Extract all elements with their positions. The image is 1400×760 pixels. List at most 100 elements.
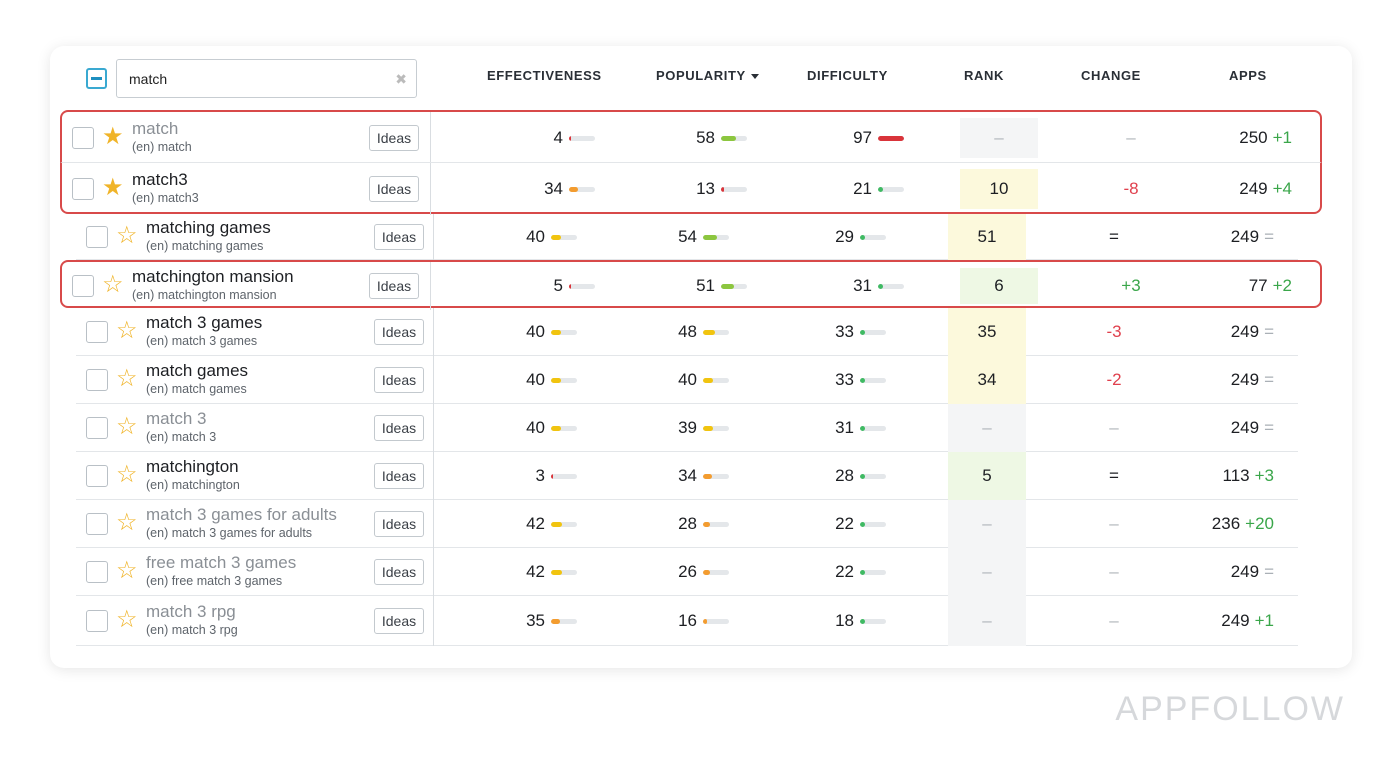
search-input[interactable] bbox=[129, 68, 379, 90]
change-value: +3 bbox=[1121, 276, 1141, 295]
keyword-text[interactable]: match games bbox=[146, 361, 249, 380]
column-divider bbox=[430, 112, 431, 164]
difficulty-bar-fill bbox=[878, 136, 904, 141]
keyword-locale-text: (en) match3 bbox=[132, 191, 199, 205]
popularity-bar-fill bbox=[703, 619, 707, 624]
difficulty-bar-fill bbox=[860, 330, 865, 335]
apps-cell: 113 +3 bbox=[1184, 466, 1275, 486]
difficulty-bar bbox=[878, 187, 904, 192]
star-outline-icon[interactable]: ☆ bbox=[116, 317, 138, 344]
table-row[interactable]: ☆ matching games (en) matching games Ideas 4… bbox=[76, 214, 1298, 260]
apps-value: 249 bbox=[1230, 562, 1260, 581]
star-outline-icon[interactable]: ☆ bbox=[116, 365, 138, 392]
column-header-apps[interactable]: APPS bbox=[1229, 68, 1267, 83]
popularity-bar bbox=[703, 330, 729, 335]
popularity-value: 54 bbox=[678, 227, 697, 246]
ideas-button[interactable]: Ideas bbox=[374, 608, 424, 634]
ideas-button[interactable]: Ideas bbox=[374, 224, 424, 250]
difficulty-bar bbox=[860, 426, 886, 431]
star-filled-icon[interactable]: ★ bbox=[102, 174, 124, 201]
keyword-text[interactable]: match 3 rpg bbox=[146, 602, 236, 621]
column-header-rank[interactable]: RANK bbox=[964, 68, 1004, 83]
keyword-locale-text: (en) matching games bbox=[146, 239, 264, 253]
star-outline-icon[interactable]: ☆ bbox=[116, 606, 138, 633]
table-row[interactable]: ★ match3 (en) match3 Ideas 34 13 21 10 -8 249 +4 bbox=[60, 162, 1322, 215]
keyword-text[interactable]: match bbox=[132, 119, 179, 138]
keyword-text[interactable]: match 3 games bbox=[146, 313, 263, 332]
effectiveness-bar-fill bbox=[551, 522, 562, 527]
column-header-effectiveness[interactable]: EFFECTIVENESS bbox=[487, 68, 602, 83]
star-outline-icon[interactable]: ☆ bbox=[116, 557, 138, 584]
difficulty-bar-fill bbox=[878, 187, 883, 192]
keyword-text[interactable]: match 3 games for adults bbox=[146, 505, 337, 524]
table-row[interactable]: ☆ match 3 games for adults (en) match 3 ga… bbox=[76, 500, 1298, 548]
row-checkbox[interactable] bbox=[72, 178, 94, 200]
select-all-checkbox[interactable] bbox=[86, 68, 107, 89]
difficulty-bar bbox=[860, 235, 886, 240]
column-header-difficulty[interactable]: DIFFICULTY bbox=[807, 68, 888, 83]
table-row[interactable]: ☆ match 3 (en) match 3 Ideas 40 39 31 – – 249 = bbox=[76, 404, 1298, 452]
row-checkbox[interactable] bbox=[86, 610, 108, 632]
row-checkbox[interactable] bbox=[86, 369, 108, 391]
search-field[interactable]: ✖ bbox=[116, 59, 417, 98]
star-outline-icon[interactable]: ☆ bbox=[116, 509, 138, 536]
rank-cell: – bbox=[948, 548, 1026, 596]
table-row[interactable]: ☆ match 3 rpg (en) match 3 rpg Ideas 35 16 18 –… bbox=[76, 596, 1298, 646]
difficulty-bar bbox=[860, 474, 886, 479]
effectiveness-value: 40 bbox=[526, 322, 545, 341]
row-checkbox[interactable] bbox=[86, 561, 108, 583]
ideas-button[interactable]: Ideas bbox=[369, 176, 419, 202]
star-outline-icon[interactable]: ☆ bbox=[116, 222, 138, 249]
ideas-button[interactable]: Ideas bbox=[369, 125, 419, 151]
row-checkbox[interactable] bbox=[86, 513, 108, 535]
ideas-button[interactable]: Ideas bbox=[374, 319, 424, 345]
rank-value: 35 bbox=[977, 322, 997, 341]
popularity-bar-fill bbox=[703, 474, 712, 479]
table-row[interactable]: ☆ match 3 games (en) match 3 games Ideas 40 4… bbox=[76, 308, 1298, 356]
table-row[interactable]: ★ match (en) match Ideas 4 58 97 – – 250 +1 bbox=[60, 110, 1322, 164]
change-value: = bbox=[1109, 227, 1119, 246]
change-value: -8 bbox=[1123, 179, 1139, 198]
column-header-popularity[interactable]: POPULARITY bbox=[656, 68, 759, 83]
star-outline-icon[interactable]: ☆ bbox=[102, 271, 124, 298]
keyword-text[interactable]: match 3 bbox=[146, 409, 207, 428]
ideas-button[interactable]: Ideas bbox=[374, 559, 424, 585]
table-row[interactable]: ☆ matchington (en) matchington Ideas 3 34 28 5 =… bbox=[76, 452, 1298, 500]
difficulty-bar bbox=[860, 330, 886, 335]
star-filled-icon[interactable]: ★ bbox=[102, 123, 124, 150]
table-row[interactable]: ☆ match games (en) match games Ideas 40 40 33 3… bbox=[76, 356, 1298, 404]
difficulty-bar-fill bbox=[860, 378, 865, 383]
effectiveness-bar bbox=[551, 378, 577, 383]
ideas-button[interactable]: Ideas bbox=[374, 415, 424, 441]
change-value: -2 bbox=[1106, 370, 1122, 389]
star-outline-icon[interactable]: ☆ bbox=[116, 461, 138, 488]
column-header-change[interactable]: CHANGE bbox=[1081, 68, 1141, 83]
close-icon[interactable]: ✖ bbox=[395, 71, 407, 87]
ideas-button[interactable]: Ideas bbox=[374, 511, 424, 537]
table-row[interactable]: ☆ free match 3 games (en) free match 3 gam… bbox=[76, 548, 1298, 596]
row-checkbox[interactable] bbox=[86, 226, 108, 248]
row-checkbox[interactable] bbox=[86, 417, 108, 439]
keyword-text[interactable]: matchington bbox=[146, 457, 239, 476]
difficulty-value: 33 bbox=[835, 322, 854, 341]
change-value: – bbox=[1109, 514, 1119, 533]
change-value: -3 bbox=[1106, 322, 1122, 341]
apps-delta: +3 bbox=[1254, 466, 1274, 485]
row-checkbox[interactable] bbox=[86, 321, 108, 343]
row-checkbox[interactable] bbox=[72, 275, 94, 297]
keyword-text[interactable]: matching games bbox=[146, 218, 271, 237]
ideas-button[interactable]: Ideas bbox=[369, 273, 419, 299]
popularity-bar bbox=[703, 426, 729, 431]
rank-cell: 35 bbox=[948, 308, 1026, 356]
column-divider bbox=[433, 548, 434, 596]
ideas-button[interactable]: Ideas bbox=[374, 367, 424, 393]
row-checkbox[interactable] bbox=[72, 127, 94, 149]
table-row[interactable]: ☆ matchington mansion (en) matchington man… bbox=[60, 260, 1322, 310]
apps-delta: = bbox=[1264, 418, 1274, 437]
keyword-text[interactable]: matchington mansion bbox=[132, 267, 294, 286]
keyword-text[interactable]: match3 bbox=[132, 170, 188, 189]
star-outline-icon[interactable]: ☆ bbox=[116, 413, 138, 440]
row-checkbox[interactable] bbox=[86, 465, 108, 487]
ideas-button[interactable]: Ideas bbox=[374, 463, 424, 489]
keyword-text[interactable]: free match 3 games bbox=[146, 553, 297, 572]
